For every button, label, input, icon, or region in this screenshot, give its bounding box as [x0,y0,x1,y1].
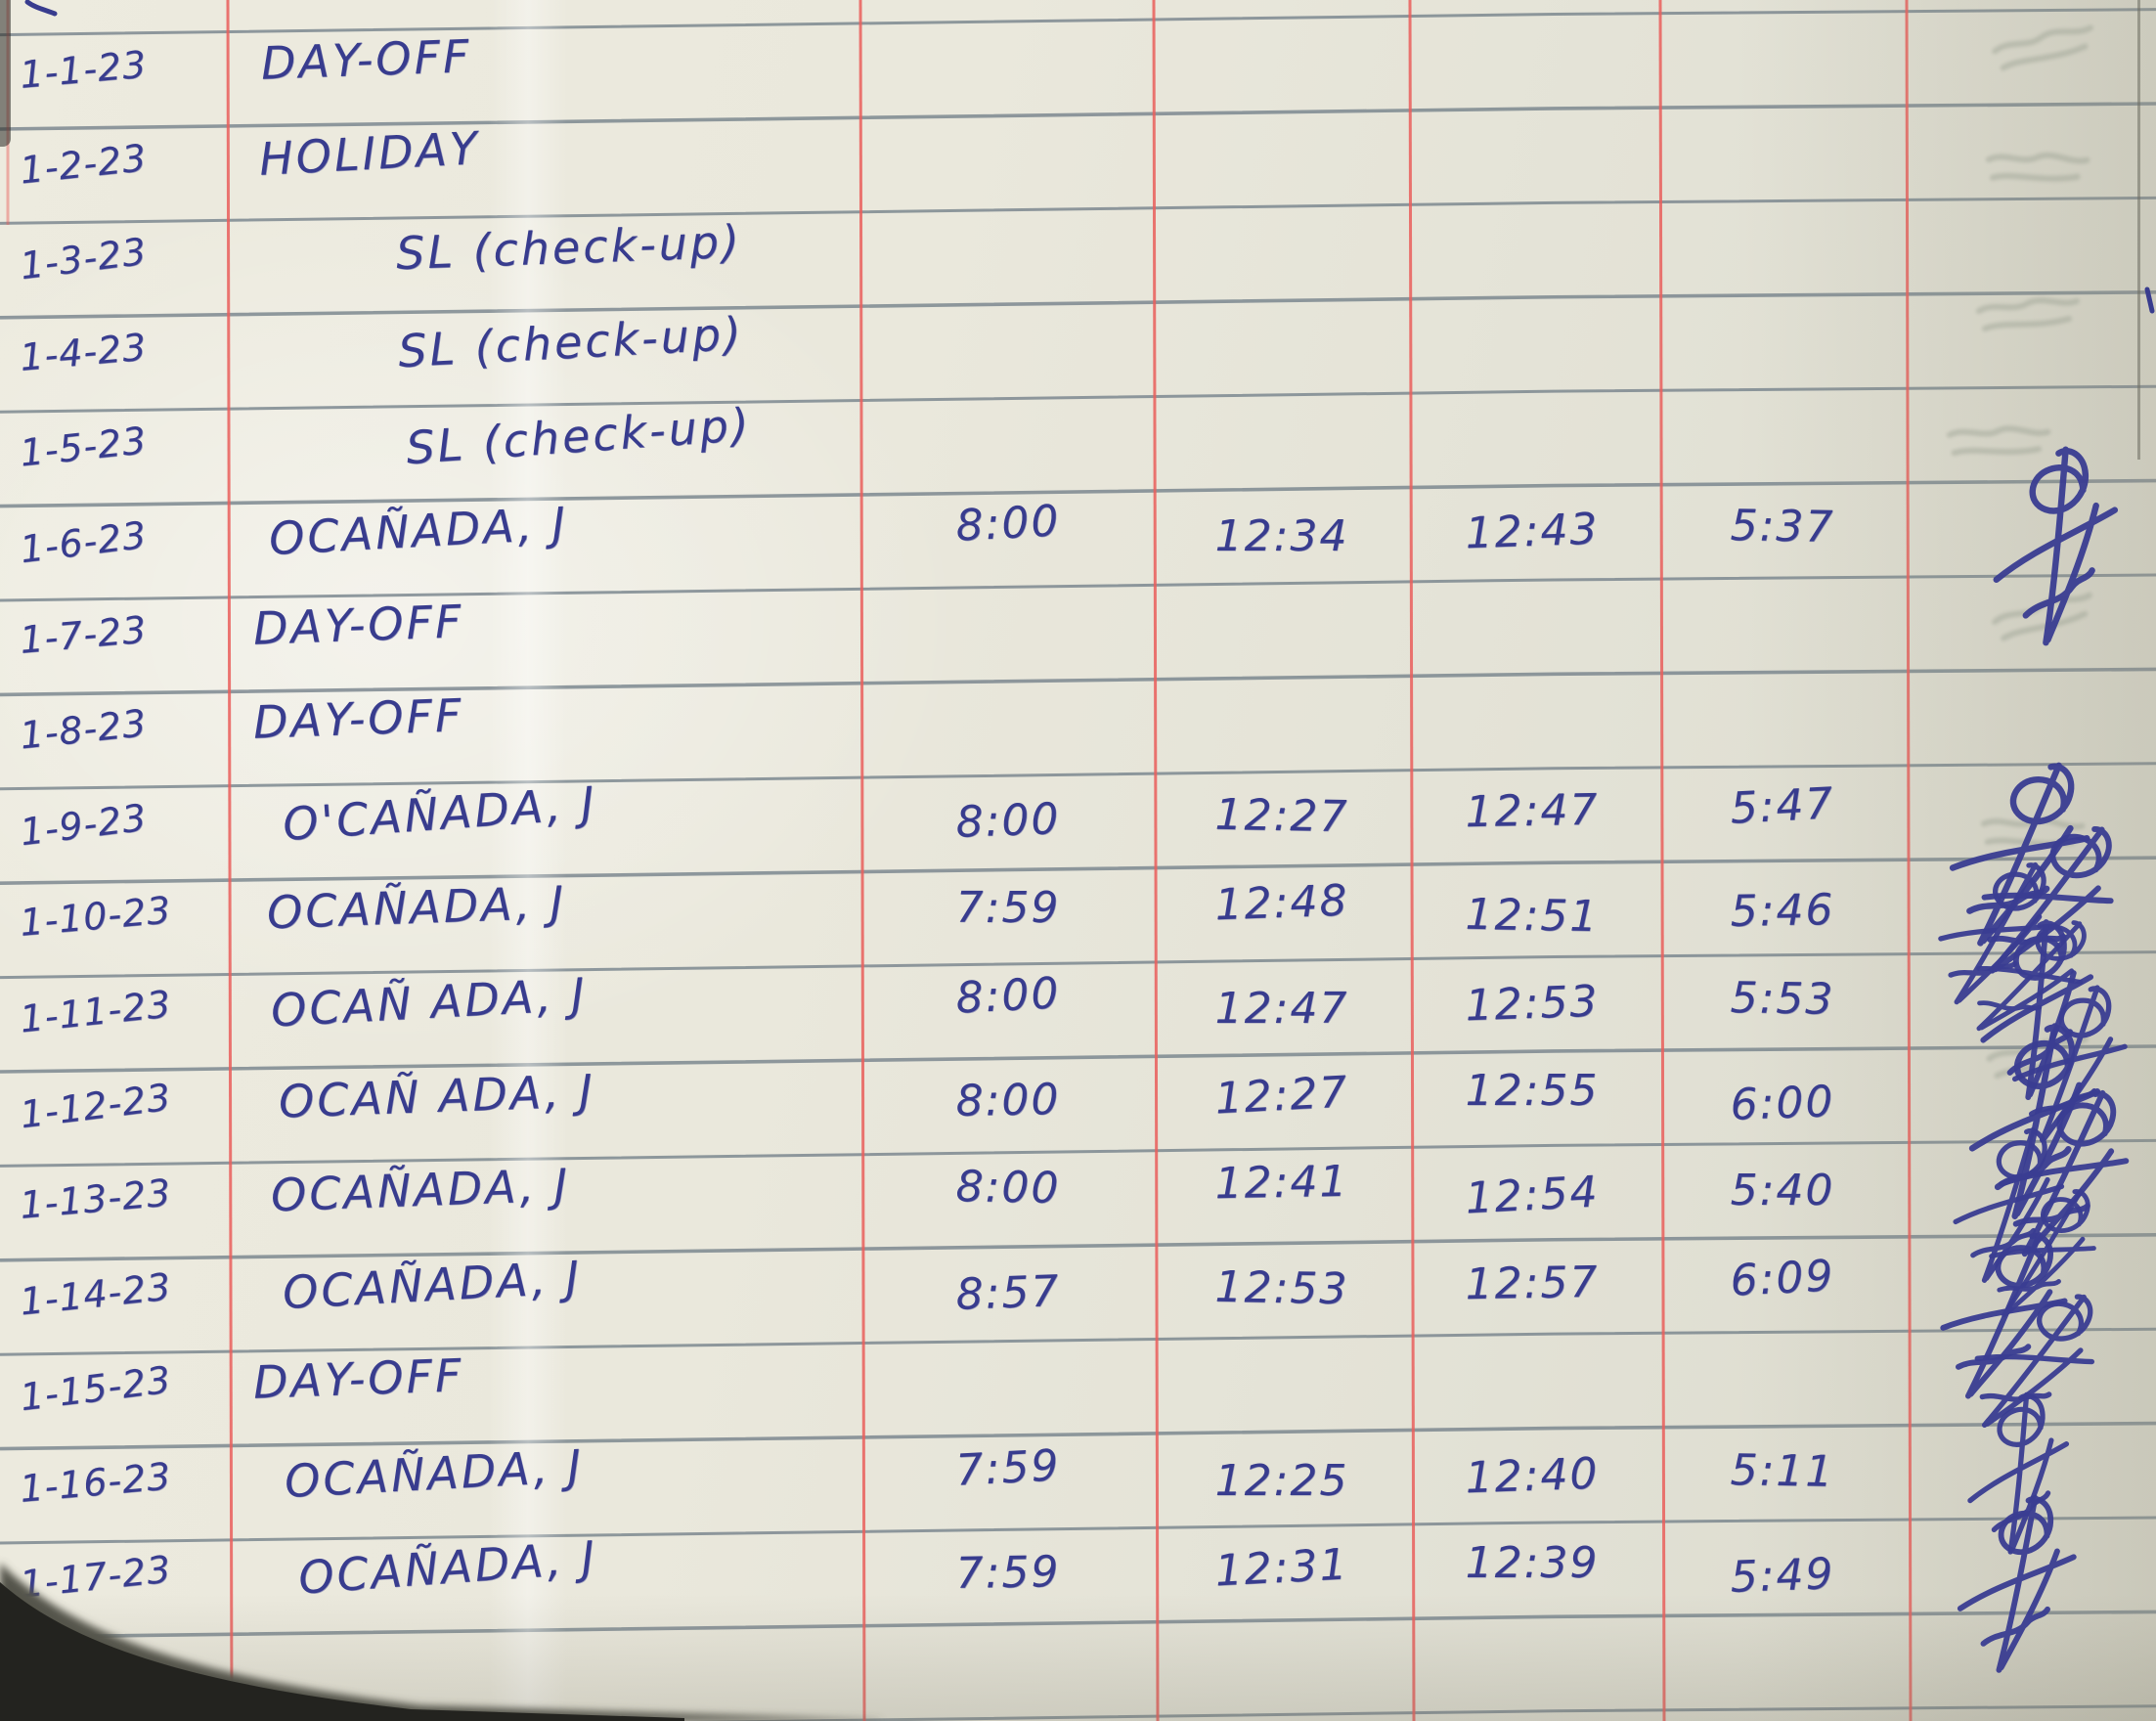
row-time-in: 7:59 [954,1439,1062,1496]
row-break-in: 12:40 [1464,1448,1601,1503]
row-date: 1-11-23 [18,982,174,1041]
row-time-in: 8:00 [954,793,1062,848]
row-time-in: 8:00 [955,1074,1061,1126]
row-break-out: 12:27 [1214,789,1349,842]
row-date: 1-4-23 [18,325,149,379]
logbook-row: 1-11-23 OCAÑ ADA, J 8:00 12:47 12:53 5:53 [0,964,2156,1059]
row-date: 1-3-23 [18,230,150,288]
row-break-in: 12:47 [1465,784,1600,837]
logbook-row: 1-10-23 OCAÑADA, J 7:59 12:48 12:51 5:46 [0,869,2156,964]
logbook-row: 1-3-23 SL (check-up) [0,209,2156,304]
row-break-out: 12:25 [1214,1455,1349,1506]
row-date: 1-16-23 [18,1453,174,1511]
row-time-out: 5:47 [1729,777,1836,834]
logbook-row: 1-12-23 OCAÑ ADA, J 8:00 12:27 12:55 6:00 [0,1058,2156,1153]
logbook-row: 1-2-23 HOLIDAY [0,115,2156,210]
row-entry: OCAÑ ADA, J [278,1064,596,1128]
row-break-in: 12:55 [1465,1065,1600,1116]
row-time-out: 5:11 [1730,1444,1835,1497]
logbook-row: 1-15-23 DAY-OFF [0,1341,2156,1435]
row-break-out: 12:27 [1213,1067,1350,1125]
row-time-out: 5:46 [1730,885,1835,938]
logbook-row: 1-6-23 OCAÑADA, J 8:00 12:34 12:43 5:37 [0,493,2156,588]
row-break-in: 12:53 [1464,976,1601,1031]
row-entry: OCAÑADA, J [281,1250,584,1319]
row-entry: OCAÑADA, J [296,1530,599,1605]
row-entry: DAY-OFF [252,1348,465,1409]
row-date: 1-14-23 [18,1264,174,1324]
row-date: 1-13-23 [18,1170,174,1228]
logbook-row: 1-7-23 DAY-OFF [0,587,2156,682]
row-date: 1-2-23 [18,136,150,193]
row-time-out: 6:00 [1729,1077,1836,1130]
row-date: 1-15-23 [18,1357,174,1420]
row-break-out: 12:41 [1214,1157,1349,1210]
row-date: 1-10-23 [18,888,174,945]
logbook-row: 1-14-23 OCAÑADA, J 8:57 12:53 12:57 6:09 [0,1247,2156,1342]
row-entry: DAY-OFF [252,688,465,750]
row-break-in: 12:57 [1465,1257,1600,1309]
row-date: 1-12-23 [18,1075,174,1137]
row-entry: O'CAÑADA, J [281,775,599,851]
row-time-out: 5:49 [1729,1549,1836,1603]
cropped-ink-fragment [24,0,58,17]
photo-edge-top-left [0,0,11,147]
row-time-out: 5:40 [1730,1166,1835,1216]
row-time-in: 7:59 [955,883,1061,934]
row-date: 1-6-23 [18,512,150,571]
row-entry: DAY-OFF [260,28,473,90]
logbook-row: 1-5-23 SL (check-up) [0,398,2156,493]
row-time-out: 5:37 [1730,500,1835,552]
logbook-row: 1-9-23 O'CAÑADA, J 8:00 12:27 12:47 5:47 [0,775,2156,870]
row-break-in: 12:43 [1464,504,1601,558]
logbook-row: 1-1-23 DAY-OFF [0,22,2156,116]
row-time-out: 5:53 [1730,972,1835,1025]
row-date: 1-8-23 [18,701,150,758]
logbook-row: 1-4-23 SL (check-up) [0,304,2156,399]
row-time-out: 6:09 [1729,1250,1836,1306]
row-entry: DAY-OFF [252,595,465,655]
row-date: 1-1-23 [18,42,149,97]
row-break-in: 12:54 [1464,1167,1601,1224]
row-break-in: 12:39 [1465,1537,1600,1588]
row-time-in: 7:59 [955,1546,1061,1599]
row-entry: SL (check-up) [395,215,743,281]
row-entry: HOLIDAY [257,121,482,186]
row-time-in: 8:00 [955,1162,1061,1214]
row-entry: OCAÑADA, J [266,875,568,940]
row-break-out: 12:34 [1214,510,1349,561]
row-date: 1-17-23 [18,1547,174,1607]
row-entry: SL (check-up) [396,306,746,377]
logbook-row: 1-8-23 DAY-OFF [0,681,2156,775]
row-entry: SL (check-up) [404,397,754,475]
row-date: 1-9-23 [18,795,150,855]
paper-crease [489,0,567,1721]
row-break-out: 12:47 [1214,983,1349,1034]
row-entry: OCAÑADA, J [267,496,570,565]
logbook-row: 1-16-23 OCAÑADA, J 7:59 12:25 12:40 5:11 [0,1435,2156,1530]
logbook-row: 1-13-23 OCAÑADA, J 8:00 12:41 12:54 5:40 [0,1152,2156,1247]
row-break-out: 12:53 [1214,1261,1349,1314]
page-edge-line [2137,0,2140,460]
row-break-in: 12:51 [1465,889,1600,943]
row-date: 1-5-23 [18,419,150,475]
row-break-out: 12:48 [1213,875,1350,931]
row-entry: OCAÑADA, J [283,1438,586,1508]
row-time-in: 8:00 [954,967,1062,1024]
row-time-in: 8:57 [954,1265,1062,1320]
row-entry: OCAÑ ADA, J [269,967,590,1037]
logbook-row: 1-17-23 OCAÑADA, J 7:59 12:31 12:39 5:49 [0,1529,2156,1624]
row-break-out: 12:31 [1213,1539,1350,1597]
row-time-in: 8:00 [954,495,1062,552]
row-date: 1-7-23 [18,607,149,662]
row-entry: OCAÑADA, J [270,1158,572,1222]
